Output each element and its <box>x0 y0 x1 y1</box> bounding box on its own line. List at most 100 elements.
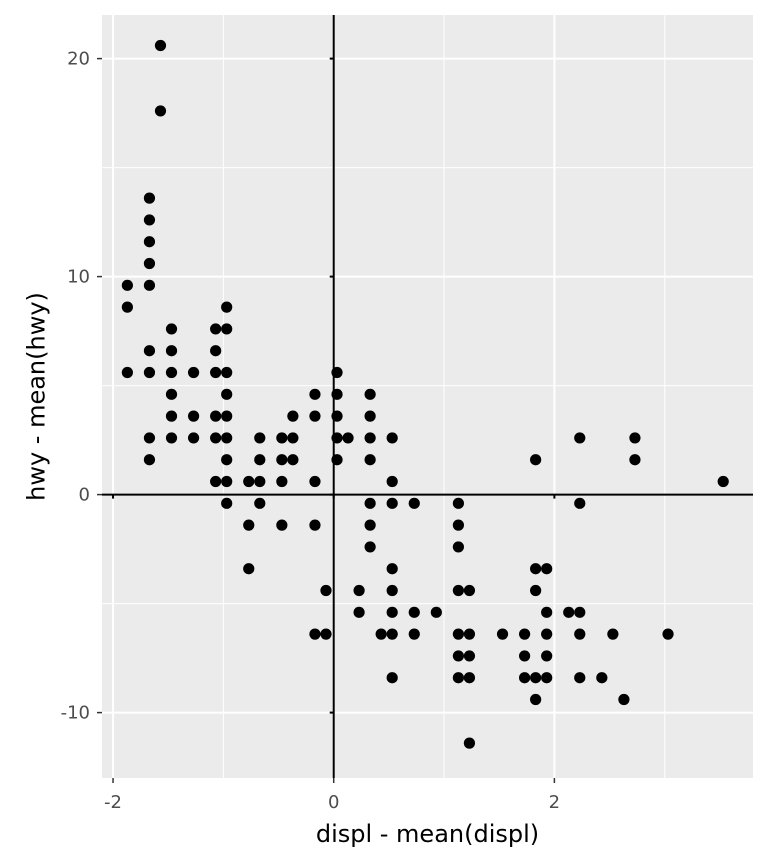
data-point <box>518 650 531 662</box>
data-point <box>221 497 233 509</box>
data-point <box>530 454 542 466</box>
data-point <box>574 672 586 684</box>
data-point <box>463 672 476 684</box>
data-point <box>574 497 586 509</box>
y-tick-label: 20 <box>67 49 90 70</box>
data-point <box>254 497 266 509</box>
data-point <box>143 192 156 204</box>
data-point <box>563 606 575 618</box>
data-point <box>287 432 299 444</box>
data-point <box>187 366 200 379</box>
data-point <box>221 366 233 379</box>
data-point <box>276 454 288 466</box>
data-point <box>143 432 156 444</box>
data-point <box>364 519 376 531</box>
data-point <box>331 388 343 400</box>
data-point <box>463 737 476 749</box>
data-point <box>386 606 398 618</box>
data-point <box>364 410 376 422</box>
data-point <box>386 475 398 488</box>
data-point <box>221 301 233 313</box>
data-point <box>121 279 133 291</box>
data-point <box>287 410 299 422</box>
data-point <box>386 584 398 597</box>
data-point <box>541 563 553 575</box>
data-point <box>364 497 376 509</box>
data-point <box>221 475 233 488</box>
x-tick-label: 0 <box>328 792 339 813</box>
data-point <box>375 628 387 640</box>
data-point <box>408 606 420 618</box>
axes: -2 0 2 -10 0 10 20 <box>61 49 561 813</box>
data-point <box>629 432 641 444</box>
data-point <box>629 454 641 466</box>
data-point <box>408 628 420 640</box>
data-point <box>452 519 464 531</box>
data-point <box>243 563 255 575</box>
data-point <box>210 323 222 335</box>
data-point <box>143 214 156 226</box>
data-point <box>143 257 156 270</box>
data-point <box>221 388 233 400</box>
y-tick-label: 0 <box>79 485 90 506</box>
x-axis-title: displ - mean(displ) <box>316 820 539 848</box>
data-point <box>353 584 365 597</box>
data-point <box>574 606 586 618</box>
data-point <box>154 105 167 117</box>
data-point <box>276 475 288 488</box>
data-point <box>243 475 255 488</box>
data-point <box>530 563 542 575</box>
data-point <box>452 584 464 597</box>
data-point <box>541 650 553 662</box>
data-point <box>309 475 321 488</box>
data-point <box>309 519 321 531</box>
x-tick-label: 2 <box>549 792 560 813</box>
data-point <box>287 454 299 466</box>
data-point <box>386 563 398 575</box>
plot-panel <box>102 15 753 778</box>
data-point <box>143 345 156 357</box>
data-point <box>717 475 729 488</box>
data-point <box>165 345 178 357</box>
data-point <box>386 672 398 684</box>
data-point <box>165 410 178 422</box>
data-point <box>408 497 420 509</box>
data-point <box>452 628 464 640</box>
data-point <box>165 388 178 400</box>
data-point <box>518 628 531 640</box>
data-point <box>452 672 464 684</box>
data-point <box>210 345 222 357</box>
data-point <box>320 584 332 597</box>
data-point <box>221 410 233 422</box>
data-point <box>541 606 553 618</box>
data-point <box>342 432 354 444</box>
data-point <box>463 584 476 597</box>
data-point <box>154 39 167 52</box>
data-point <box>530 693 542 706</box>
data-point <box>430 606 442 618</box>
data-point <box>121 366 133 379</box>
data-point <box>254 432 266 444</box>
data-point <box>165 323 178 335</box>
data-point <box>254 454 266 466</box>
data-point <box>618 693 630 706</box>
y-tick-label: -10 <box>61 703 90 724</box>
data-point <box>386 628 398 640</box>
data-point <box>221 454 233 466</box>
data-point <box>463 628 476 640</box>
data-point <box>463 650 476 662</box>
data-point <box>210 475 222 488</box>
data-point <box>496 628 509 640</box>
data-point <box>165 366 178 379</box>
data-point <box>331 454 343 466</box>
data-point <box>309 628 321 640</box>
data-point <box>143 454 156 466</box>
data-point <box>386 497 398 509</box>
data-point <box>276 519 288 531</box>
data-point <box>364 388 376 400</box>
data-point <box>210 410 222 422</box>
data-point <box>518 672 531 684</box>
data-point <box>309 410 321 422</box>
data-point <box>452 541 464 553</box>
